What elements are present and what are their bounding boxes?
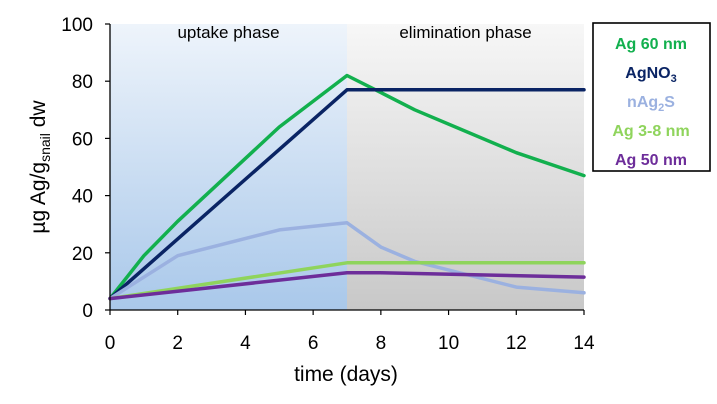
x-tick-label: 10 xyxy=(438,333,459,354)
phase-region-1 xyxy=(347,24,584,310)
legend: Ag 60 nm AgNO3​ nAg2​S Ag 3-8 nm Ag 50 nm xyxy=(592,22,711,172)
x-tick-label: 12 xyxy=(506,333,527,354)
y-axis-title-main: µg Ag/g xyxy=(27,162,50,234)
legend-entry-1: AgNO3​ xyxy=(625,65,676,85)
x-tick-label: 14 xyxy=(573,333,595,354)
series-line-4 xyxy=(108,271,586,301)
y-axis-title-subscript: snail xyxy=(37,133,53,162)
series-line-2 xyxy=(108,221,586,301)
legend-entry-3: Ag 3-8 nm xyxy=(612,123,689,140)
y-tick-label: 100 xyxy=(61,15,93,36)
legend-entry-4: Ag 50 nm xyxy=(615,152,687,169)
y-tick-label: 60 xyxy=(72,129,93,150)
series-line-0 xyxy=(108,73,586,301)
series-line-3 xyxy=(108,261,586,301)
x-tick-label: 4 xyxy=(240,333,251,354)
y-tick-label: 40 xyxy=(72,187,93,208)
x-axis-title: time (days) xyxy=(294,363,398,386)
y-tick-label: 20 xyxy=(72,244,93,265)
legend-box xyxy=(592,22,711,172)
phase-label-0: uptake phase xyxy=(177,23,279,42)
y-axis-title: µg Ag/gsnail dw xyxy=(27,100,53,234)
x-tick-label: 6 xyxy=(308,333,319,354)
y-axis-title-suffix: dw xyxy=(27,100,50,134)
y-tick-label: 0 xyxy=(82,301,93,322)
x-tick-label: 8 xyxy=(376,333,387,354)
legend-entry-0: Ag 60 nm xyxy=(615,36,687,53)
x-tick-label: 2 xyxy=(172,333,183,354)
x-tick-label: 0 xyxy=(105,333,116,354)
legend-entry-2: nAg2​S xyxy=(627,94,675,114)
y-tick-label: 80 xyxy=(72,72,93,93)
series-line-1 xyxy=(108,88,586,301)
phase-label-1: elimination phase xyxy=(399,23,531,42)
